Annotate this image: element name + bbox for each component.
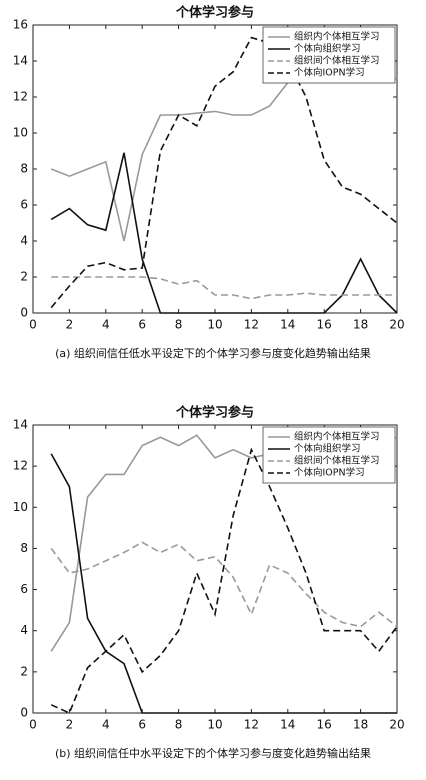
x-tick-label: 12: [244, 718, 259, 732]
y-tick-label: 2: [20, 664, 28, 678]
y-tick-label: 6: [20, 198, 28, 212]
y-tick-label: 2: [20, 270, 28, 284]
x-tick-label: 12: [244, 318, 259, 332]
y-tick-label: 12: [13, 459, 28, 473]
x-tick-label: 6: [138, 718, 146, 732]
series-line: [51, 276, 397, 300]
y-tick-label: 8: [20, 541, 28, 555]
y-tick-label: 4: [20, 234, 28, 248]
chart-title: 个体学习参与: [175, 405, 254, 421]
x-tick-label: 2: [66, 718, 74, 732]
legend-label: 个体向IOPN学习: [294, 67, 365, 79]
x-tick-label: 20: [389, 718, 404, 732]
x-tick-label: 4: [102, 718, 110, 732]
x-tick-label: 20: [389, 318, 404, 332]
y-tick-label: 14: [13, 54, 28, 68]
x-tick-label: 6: [138, 318, 146, 332]
series-line: [50, 447, 398, 715]
y-tick-label: 14: [13, 418, 28, 432]
x-tick-label: 2: [66, 318, 74, 332]
y-tick-label: 0: [20, 306, 28, 320]
y-tick-label: 8: [20, 162, 28, 176]
series-line: [50, 453, 397, 714]
y-tick-label: 10: [13, 500, 28, 514]
caption: (a) 组织间信任低水平设定下的个体学习参与度变化趋势输出结果: [55, 346, 371, 360]
x-tick-label: 10: [207, 318, 222, 332]
y-tick-label: 0: [20, 706, 28, 720]
y-tick-label: 10: [13, 126, 28, 140]
x-tick-label: 0: [29, 718, 37, 732]
series-line: [50, 36, 398, 309]
y-tick-label: 12: [13, 90, 28, 104]
x-tick-label: 0: [29, 318, 37, 332]
series-line: [50, 541, 398, 628]
legend-label: 组织间个体相互学习: [294, 455, 380, 467]
y-tick-label: 6: [20, 582, 28, 596]
series-line: [50, 152, 398, 314]
legend-label: 组织内个体相互学习: [294, 431, 380, 443]
legend-label: 个体向组织学习: [294, 443, 361, 455]
x-tick-label: 4: [102, 318, 110, 332]
legend-label: 组织间个体相互学习: [294, 55, 380, 67]
caption: (b) 组织间信任中水平设定下的个体学习参与度变化趋势输出结果: [55, 746, 371, 760]
x-tick-label: 14: [280, 718, 295, 732]
x-tick-label: 18: [353, 318, 368, 332]
x-tick-label: 8: [175, 318, 183, 332]
x-tick-label: 16: [317, 318, 332, 332]
x-tick-label: 8: [175, 718, 183, 732]
legend-label: 组织内个体相互学习: [294, 31, 380, 43]
chart-title: 个体学习参与: [175, 5, 254, 21]
y-tick-label: 16: [13, 18, 28, 32]
series-line: [50, 74, 398, 242]
legend-label: 个体向IOPN学习: [294, 467, 365, 479]
x-tick-label: 14: [280, 318, 295, 332]
x-tick-label: 10: [207, 718, 222, 732]
x-tick-label: 16: [317, 718, 332, 732]
x-tick-label: 18: [353, 718, 368, 732]
legend-label: 个体向组织学习: [294, 43, 361, 55]
y-tick-label: 4: [20, 623, 28, 637]
